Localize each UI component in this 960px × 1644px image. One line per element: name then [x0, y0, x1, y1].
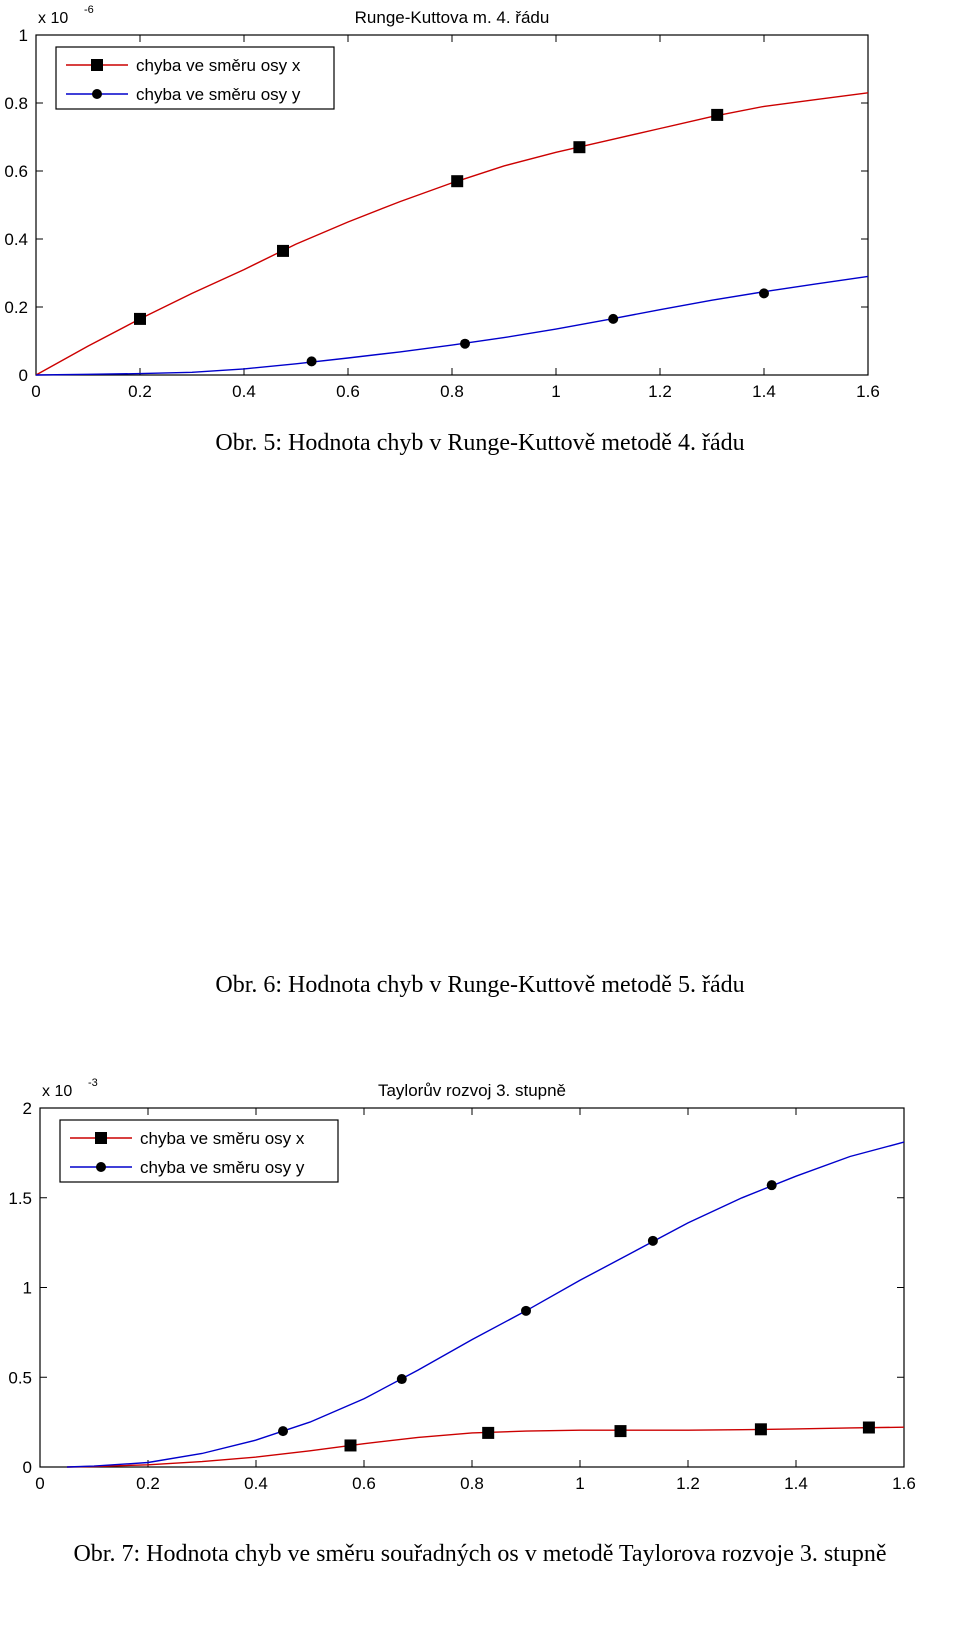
y-exponent-power: -3	[88, 1077, 98, 1089]
x-tick-label: 1	[551, 382, 560, 401]
data-point-square	[344, 1439, 357, 1452]
x-tick-label: 0	[31, 382, 40, 401]
data-point-square	[451, 175, 464, 188]
x-tick-label: 0.8	[460, 1474, 484, 1493]
x-tick-label: 1.4	[752, 382, 776, 401]
x-tick-label: 0.4	[232, 382, 256, 401]
y-tick-label: 0	[19, 366, 28, 385]
legend-label: chyba ve směru osy y	[136, 85, 301, 104]
legend-label: chyba ve směru osy x	[140, 1129, 305, 1148]
legend-box	[55, 46, 335, 110]
legend-marker-square	[95, 1132, 107, 1144]
y-tick-label: 0.6	[4, 162, 28, 181]
data-point-square	[482, 1426, 495, 1439]
data-point-square	[711, 108, 724, 121]
data-point-circle	[460, 338, 470, 349]
data-point-circle	[647, 1235, 658, 1246]
legend-label: chyba ve směru osy x	[136, 56, 301, 75]
y-tick-label: 0.4	[4, 230, 28, 249]
legend-marker-circle	[92, 89, 102, 99]
data-point-circle	[608, 313, 619, 324]
y-exponent-power: -6	[84, 4, 94, 16]
x-tick-label: 0.2	[136, 1474, 160, 1493]
x-tick-label: 1.2	[676, 1474, 700, 1493]
y-exponent-label: x 10	[38, 10, 68, 27]
data-point-circle	[521, 1305, 531, 1316]
x-tick-label: 0.6	[352, 1474, 376, 1493]
figure-caption: Obr. 6: Hodnota chyb v Runge-Kuttově met…	[215, 972, 745, 998]
y-tick-label: 1	[23, 1279, 32, 1298]
y-tick-label: 0.5	[8, 1368, 32, 1387]
x-tick-label: 1	[575, 1474, 584, 1493]
y-tick-label: 1	[19, 26, 28, 45]
data-point-square	[277, 244, 289, 257]
x-tick-label: 1.6	[892, 1474, 916, 1493]
figure-1: 0 0.2 0.4 0.6 0.8 1 1.2 1.4 1.6 0 0.2 0.4 0.6 0.8 1 x 1…	[0, 0, 960, 480]
chart-title: Taylorův rozvoj 3. stupně	[378, 1081, 566, 1100]
data-point-circle	[396, 1374, 407, 1385]
data-point-square	[134, 312, 146, 325]
figure-3: 0 0.2 0.4 0.6 0.8 1 1.2 1.4 1.6 0 0.5 1 1.5 2 x 10 -3 Ta…	[0, 1065, 960, 1644]
data-point-square	[754, 1423, 767, 1436]
chart-rk5: 00.20.40.60.811.21.41.600.511.522.5x 10-…	[0, 520, 960, 940]
x-tick-label: 0.6	[336, 382, 360, 401]
legend-marker-circle	[96, 1162, 106, 1172]
y-tick-label: 2	[23, 1099, 32, 1118]
legend-box	[59, 1119, 339, 1183]
x-tick-label: 0.8	[440, 382, 464, 401]
legend-label: chyba ve směru osy y	[140, 1158, 305, 1177]
data-point-square	[573, 141, 586, 154]
data-point-circle	[306, 356, 317, 367]
figure-caption: Obr. 5: Hodnota chyb v Runge-Kuttově met…	[215, 430, 745, 456]
figure-caption: Obr. 7: Hodnota chyb ve směru souřadných…	[73, 1541, 887, 1567]
series-line	[66, 1141, 905, 1468]
y-tick-label: 1.5	[8, 1189, 32, 1208]
y-exponent-label: x 10	[42, 1083, 72, 1100]
data-point-circle	[766, 1180, 777, 1191]
x-tick-label: 0.2	[128, 382, 152, 401]
figure-2: 00.20.40.60.811.21.41.600.511.522.5x 10-…	[0, 520, 960, 1040]
chart-title: Runge-Kuttova m. 4. řádu	[355, 8, 550, 27]
y-tick-label: 0.8	[4, 94, 28, 113]
series-line	[35, 275, 869, 376]
data-point-circle	[759, 288, 769, 299]
data-point-circle	[278, 1426, 288, 1437]
x-tick-label: 0	[35, 1474, 44, 1493]
x-tick-label: 1.2	[648, 382, 672, 401]
chart-taylor3: 0 0.2 0.4 0.6 0.8 1 1.2 1.4 1.6 0 0.5 1 1.5 2 x 10 -3 Ta…	[8, 1077, 916, 1493]
data-point-square	[862, 1421, 875, 1434]
x-tick-label: 1.4	[784, 1474, 808, 1493]
legend-marker-square	[91, 59, 103, 71]
data-point-square	[614, 1425, 627, 1438]
y-tick-label: 0	[23, 1458, 32, 1477]
y-tick-label: 0.2	[4, 298, 28, 317]
x-tick-label: 1.6	[856, 382, 880, 401]
x-tick-label: 0.4	[244, 1474, 268, 1493]
chart-rk4: 0 0.2 0.4 0.6 0.8 1 1.2 1.4 1.6 0 0.2 0.4 0.6 0.8 1 x 1…	[4, 4, 880, 401]
